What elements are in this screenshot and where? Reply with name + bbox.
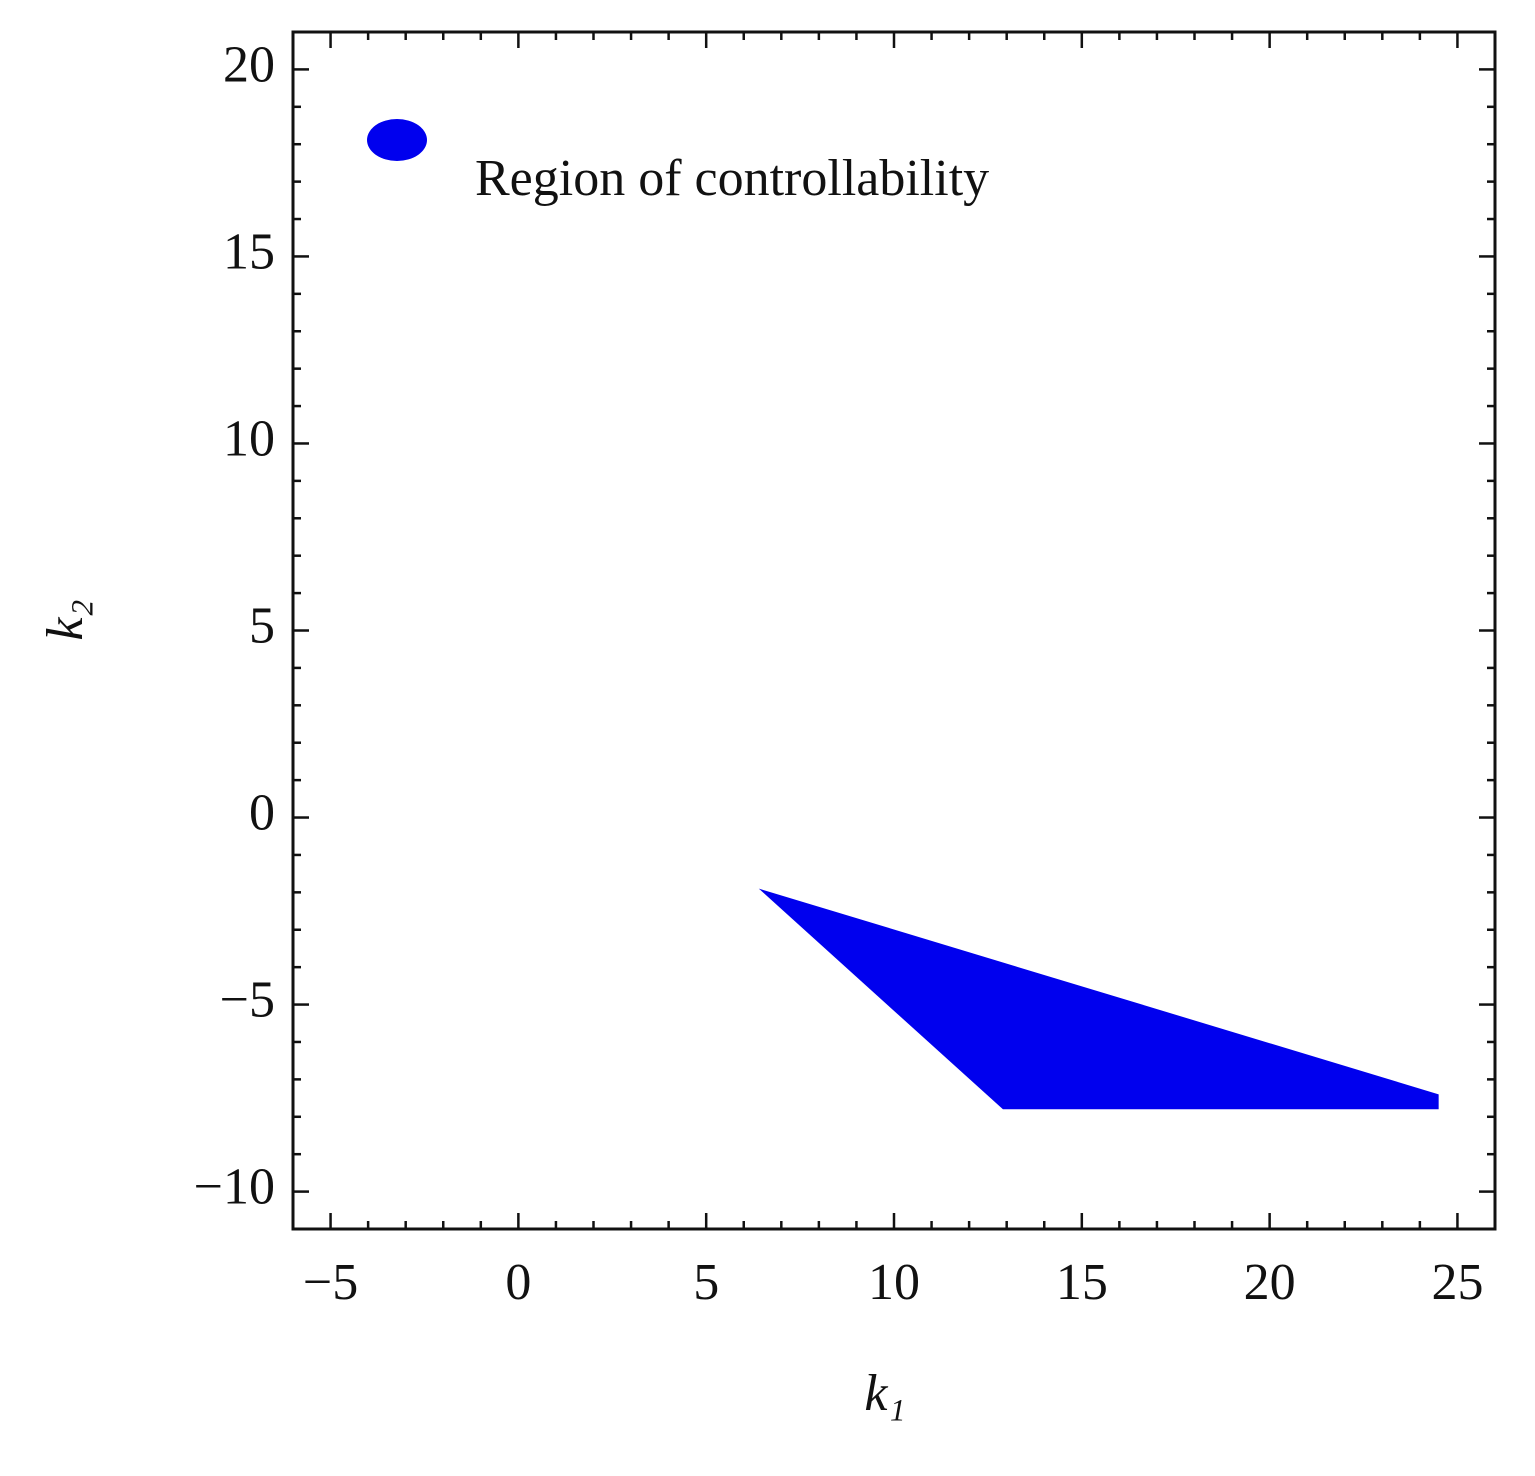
x-tick-label: 15: [1056, 1254, 1108, 1311]
y-axis-label: k₂: [37, 599, 94, 640]
legend-marker: [367, 119, 427, 161]
y-tick-label: 15: [223, 223, 275, 280]
y-tick-label: −10: [194, 1159, 275, 1216]
y-tick-label: −5: [220, 972, 275, 1029]
region: [758, 888, 1439, 1110]
y-tick-label: 5: [249, 597, 275, 654]
legend-label: Region of controllability: [475, 150, 989, 207]
x-tick-label: 5: [693, 1254, 719, 1311]
x-tick-label: −5: [303, 1254, 358, 1311]
y-tick-label: 10: [223, 410, 275, 467]
plot-frame: [291, 30, 1497, 1231]
y-tick-label: 0: [249, 784, 275, 841]
x-tick-label: 10: [868, 1254, 920, 1311]
x-tick-label: 20: [1244, 1254, 1296, 1311]
x-tick-label: 25: [1431, 1254, 1483, 1311]
x-tick-label: 0: [505, 1254, 531, 1311]
x-axis-label: k₁: [864, 1365, 905, 1422]
y-tick-label: 20: [223, 36, 275, 93]
